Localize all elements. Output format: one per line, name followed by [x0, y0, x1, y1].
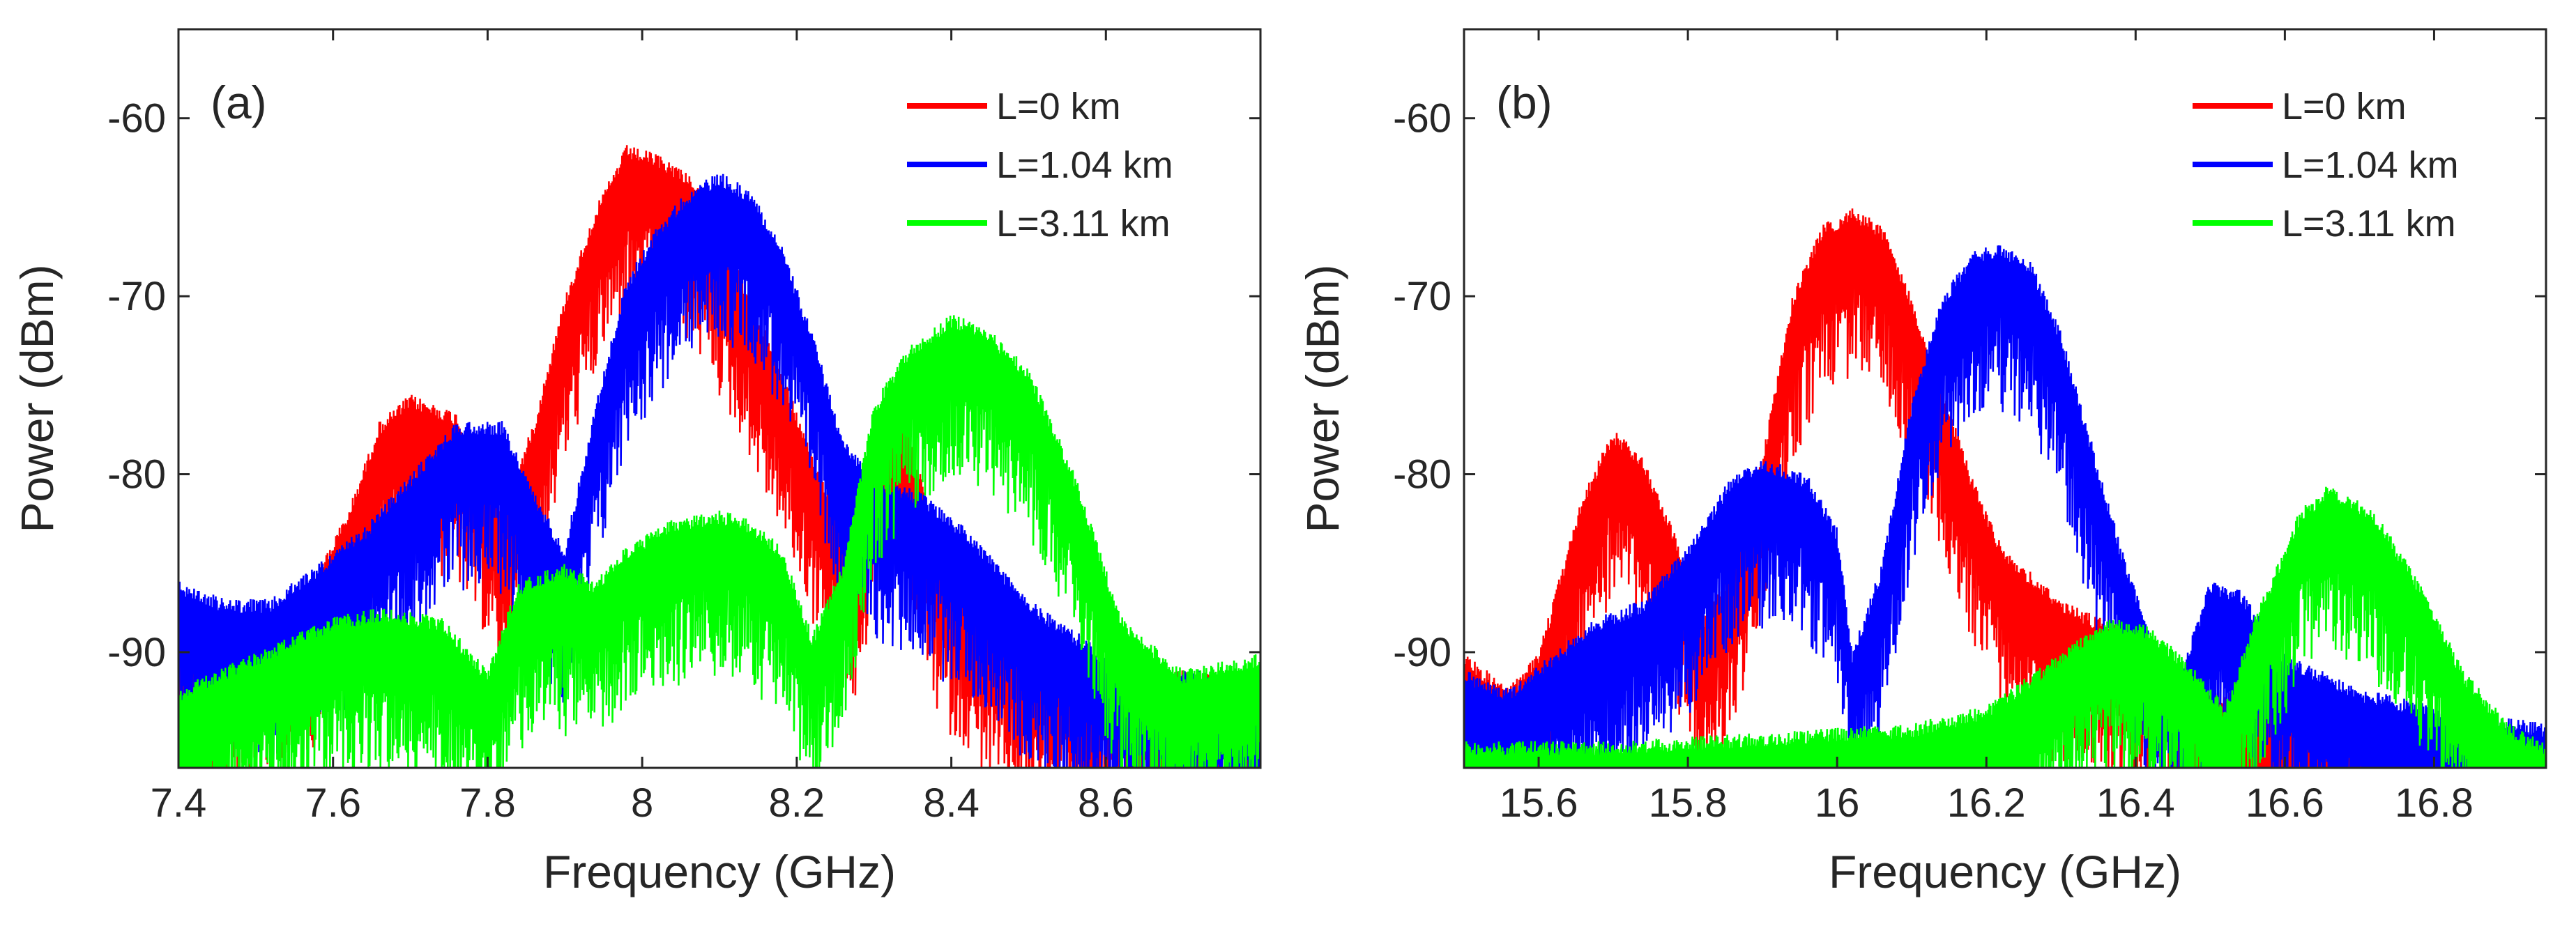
series-line-3: [1464, 486, 2546, 768]
axes-box: [177, 28, 1262, 769]
panel-b: 15.6 15.8 16 16.2 16.4 16.6 16.8 -90 -80 -70 -60 Fr…: [1297, 28, 2547, 897]
axes-box: [1463, 28, 2547, 769]
x-tick-label: 15.8: [1649, 780, 1728, 826]
y-tick-label: -60: [107, 96, 166, 141]
x-tick-label: 16.6: [2246, 780, 2324, 826]
y-tick-label: -80: [107, 452, 166, 498]
legend-label: L=0 km: [996, 86, 1121, 128]
x-axis-title: Frequency (GHz): [1829, 846, 2181, 897]
x-tick-label: 15.6: [1500, 780, 1578, 826]
panel-label: (a): [211, 77, 267, 128]
y-axis-title: Power (dBm): [1297, 264, 1348, 532]
x-tick-label: 7.8: [459, 780, 516, 826]
y-axis-title: Power (dBm): [11, 264, 63, 532]
x-tick-label: 16.4: [2096, 780, 2175, 826]
series-line-2: [1464, 245, 2546, 768]
plot-area: [178, 145, 1260, 768]
x-tick-label: 8.4: [923, 780, 980, 826]
panel-a: 7.4 7.6 7.8 8 8.2 8.4 8.6 -90 -80 -70 -60 Frequency…: [11, 28, 1262, 897]
legend-label: L=3.11 km: [996, 203, 1171, 245]
x-axis-title: Frequency (GHz): [543, 846, 896, 897]
legend-label: L=1.04 km: [2282, 144, 2459, 186]
series-line-2: [178, 174, 1260, 768]
y-tick-label: -90: [107, 630, 166, 675]
x-tick-label: 8.2: [769, 780, 825, 826]
x-tick-label: 16.8: [2395, 780, 2474, 826]
x-tick-label: 8: [631, 780, 653, 826]
y-tick-label: -80: [1393, 452, 1451, 498]
x-tick-label: 7.4: [151, 780, 207, 826]
x-tick-label: 16: [1815, 780, 1860, 826]
y-tick-label: -90: [1393, 630, 1451, 675]
series-line-3: [178, 315, 1260, 768]
legend-label: L=0 km: [2282, 86, 2407, 128]
x-tick-label: 16.2: [1947, 780, 2026, 826]
x-tick-label: 8.6: [1078, 780, 1134, 826]
legend-label: L=1.04 km: [996, 144, 1173, 186]
legend-label: L=3.11 km: [2282, 203, 2456, 245]
y-tick-label: -70: [107, 274, 166, 319]
panel-label: (b): [1496, 77, 1553, 128]
y-tick-label: -60: [1393, 96, 1451, 141]
x-tick-label: 7.6: [305, 780, 361, 826]
plot-area: [1464, 208, 2546, 768]
y-tick-label: -70: [1393, 274, 1451, 319]
